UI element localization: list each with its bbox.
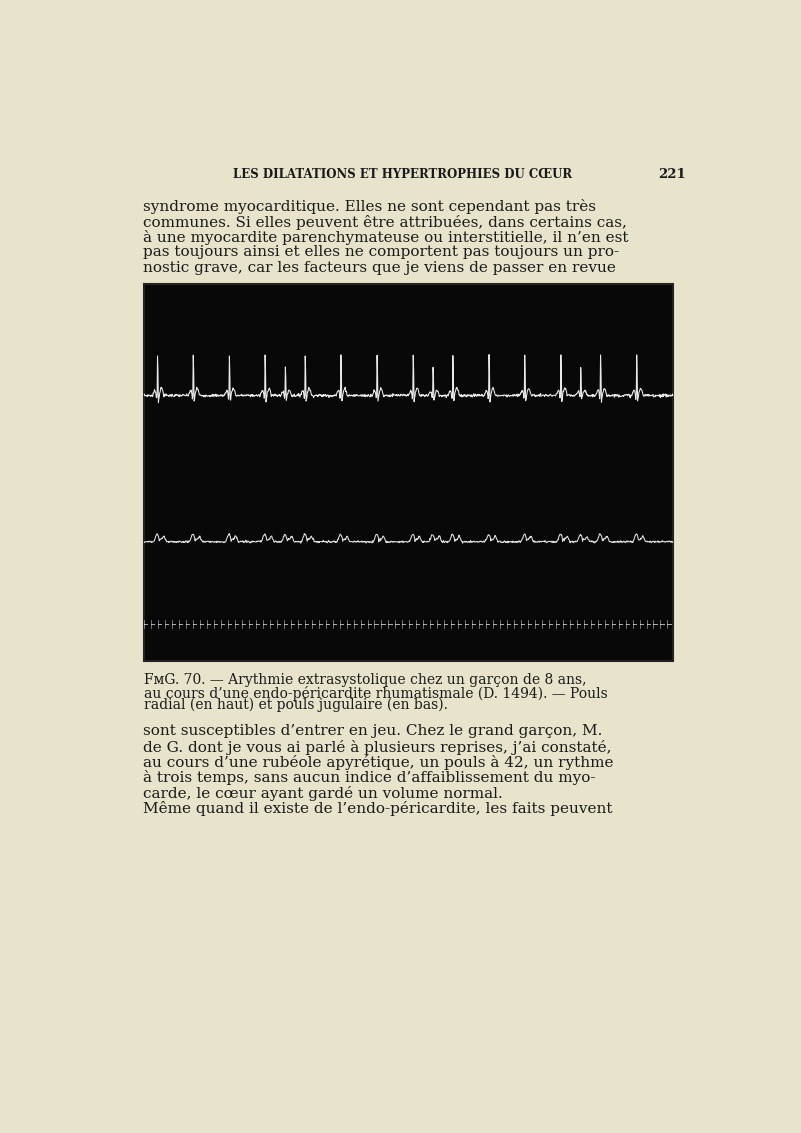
Text: de G. dont je vous ai parlé à plusieurs reprises, j’ai constaté,: de G. dont je vous ai parlé à plusieurs … — [143, 740, 611, 755]
Bar — [144, 283, 673, 661]
Text: nostic grave, car les facteurs que je viens de passer en revue: nostic grave, car les facteurs que je vi… — [143, 261, 616, 274]
Text: Même quand il existe de l’endo-péricardite, les faits peuvent: Même quand il existe de l’endo-péricardi… — [143, 801, 612, 816]
Text: carde, le cœur ayant gardé un ​volume normal.: carde, le cœur ayant gardé un ​volume no… — [143, 786, 502, 801]
Text: à trois temps, sans aucun indice d’affaiblissement du myo-: à trois temps, sans aucun indice d’affai… — [143, 770, 595, 785]
Text: communes. Si elles peuvent être attribuées, dans certains cas,: communes. Si elles peuvent être attribué… — [143, 214, 626, 230]
Text: au cours d’une rubéole apyrétique, un pouls à 42, un rythme: au cours d’une rubéole apyrétique, un po… — [143, 755, 614, 770]
Text: LES DILATATIONS ET HYPERTROPHIES DU CŒUR: LES DILATATIONS ET HYPERTROPHIES DU CŒUR — [233, 168, 572, 181]
Text: pas toujours ainsi et elles ne comportent pas toujours un pro-: pas toujours ainsi et elles ne comporten… — [143, 246, 619, 259]
Text: FᴍG. 70. — Arythmie extrasystolique chez un garçon de 8 ans,: FᴍG. 70. — Arythmie extrasystolique chez… — [144, 673, 587, 688]
Text: 221: 221 — [658, 168, 686, 181]
Text: syndrome myocarditique. Elles ne sont cependant pas très: syndrome myocarditique. Elles ne sont ce… — [143, 199, 596, 214]
Text: au cours d’une endo-péricardite rhumatismale (D. 1494). — Pouls: au cours d’une endo-péricardite rhumatis… — [144, 685, 608, 700]
Text: à une myocardite parenchymateuse ou interstitielle, il n’en est: à une myocardite parenchymateuse ou inte… — [143, 230, 628, 245]
Text: radial (en haut) et pouls jugulaire (en bas).: radial (en haut) et pouls jugulaire (en … — [144, 698, 449, 713]
Text: sont susceptibles d’entrer en jeu. Chez le grand garçon, M.: sont susceptibles d’entrer en jeu. Chez … — [143, 724, 602, 739]
